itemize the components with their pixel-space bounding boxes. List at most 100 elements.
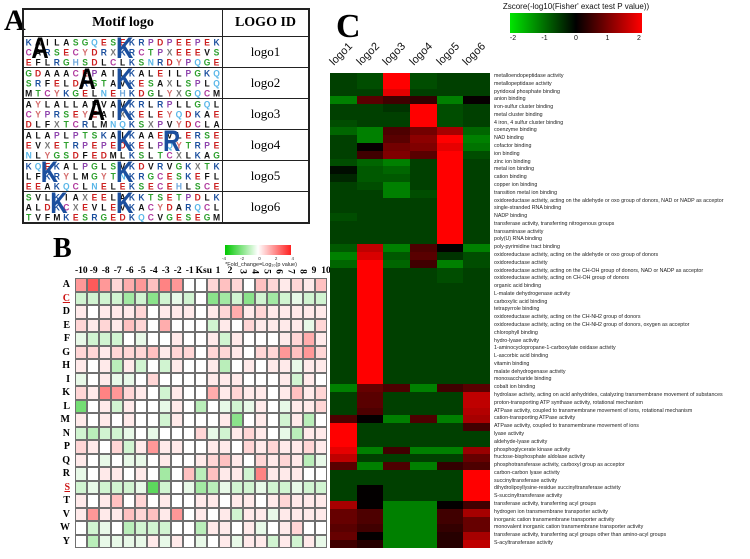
c-cell [330, 80, 357, 89]
b-cell [231, 467, 243, 481]
b-cell [75, 521, 87, 535]
c-cell [463, 430, 490, 439]
c-cell [409, 251, 437, 260]
c-cell [409, 306, 437, 315]
b-cell [147, 372, 159, 386]
c-column-label: logo3 [380, 40, 409, 68]
c-cell [330, 532, 357, 540]
c-cell [409, 399, 437, 408]
c-row-label: zinc ion binding [494, 158, 531, 165]
b-cell [87, 453, 99, 467]
b-cell [207, 278, 219, 292]
b-cell [183, 359, 195, 373]
c-cell [356, 259, 384, 268]
c-cell [356, 104, 384, 112]
b-cell [183, 507, 195, 521]
b-cell [87, 521, 99, 535]
c-cell [463, 150, 490, 159]
logo-tall-letter: K [116, 37, 134, 66]
b-cell [315, 440, 327, 454]
b-cell [87, 305, 99, 319]
c-row-label: L-ascorbic acid binding [494, 353, 549, 360]
c-cell [330, 174, 357, 182]
panel-b-scale-ticks: -4 -2 0 2 4 [222, 256, 294, 261]
c-cell [356, 298, 384, 307]
c-row-label: inorganic cation transmembrane transport… [494, 516, 615, 523]
b-cell [171, 453, 183, 467]
b-cell [87, 291, 99, 305]
c-cell [330, 213, 357, 221]
c-cell [356, 539, 384, 548]
b-cell [243, 467, 255, 481]
b-cell [267, 534, 279, 548]
c-row-label: cofactor binding [494, 143, 532, 150]
b-cell [87, 278, 99, 292]
b-cell [171, 440, 183, 454]
c-cell [330, 197, 357, 206]
c-row-label: transaminase activity [494, 228, 544, 235]
c-row-label: hydrogen ion transmembrane transporter a… [494, 508, 608, 515]
b-cell [171, 521, 183, 535]
c-cell [436, 205, 464, 214]
b-cell [207, 426, 219, 440]
c-cell [383, 244, 410, 252]
c-cell [383, 485, 410, 494]
c-cell [330, 135, 357, 144]
b-cell [99, 534, 111, 548]
c-cell [383, 166, 410, 175]
c-cell [436, 290, 464, 299]
c-cell [383, 236, 410, 245]
c-cell [463, 158, 490, 167]
b-cell [279, 521, 291, 535]
b-row-label: W [60, 522, 70, 533]
c-cell [409, 485, 437, 494]
b-cell [99, 372, 111, 386]
c-cell [383, 430, 410, 439]
b-cell [111, 399, 123, 413]
b-cell [243, 305, 255, 319]
b-cell [99, 413, 111, 427]
c-cell [383, 88, 410, 97]
c-cell [463, 516, 490, 525]
c-row-label: tetrapyrrole binding [494, 306, 540, 313]
c-cell [383, 469, 410, 478]
c-cell [463, 298, 490, 307]
b-cell [255, 332, 267, 346]
b-cell [219, 467, 231, 481]
c-cell [409, 508, 437, 517]
c-cell [330, 415, 357, 424]
c-cell [463, 469, 490, 478]
b-cell [135, 521, 147, 535]
c-cell [356, 314, 384, 322]
b-cell [231, 494, 243, 508]
c-cell [463, 462, 490, 470]
c-cell [463, 508, 490, 517]
b-cell [135, 413, 147, 427]
b-cell [123, 399, 135, 413]
scale-tick: -2 [509, 35, 517, 42]
b-cell [135, 332, 147, 346]
panel-a-label: A [4, 4, 26, 37]
b-cell [243, 399, 255, 413]
b-cell [171, 278, 183, 292]
b-cell [279, 399, 291, 413]
b-cell [75, 345, 87, 359]
c-cell [409, 415, 437, 424]
b-cell [75, 507, 87, 521]
c-cell [330, 259, 357, 268]
c-cell [409, 197, 437, 206]
b-cell [243, 278, 255, 292]
c-cell [356, 322, 384, 330]
b-cell [315, 534, 327, 548]
c-cell [356, 345, 384, 354]
b-cell [147, 426, 159, 440]
c-cell [330, 314, 357, 322]
b-row-label: N [62, 427, 70, 439]
b-cell [207, 467, 219, 481]
c-cell [463, 181, 490, 190]
b-cell [279, 534, 291, 548]
b-cell [243, 318, 255, 332]
c-cell [409, 111, 437, 120]
c-cell [356, 524, 384, 533]
c-cell [409, 228, 437, 237]
